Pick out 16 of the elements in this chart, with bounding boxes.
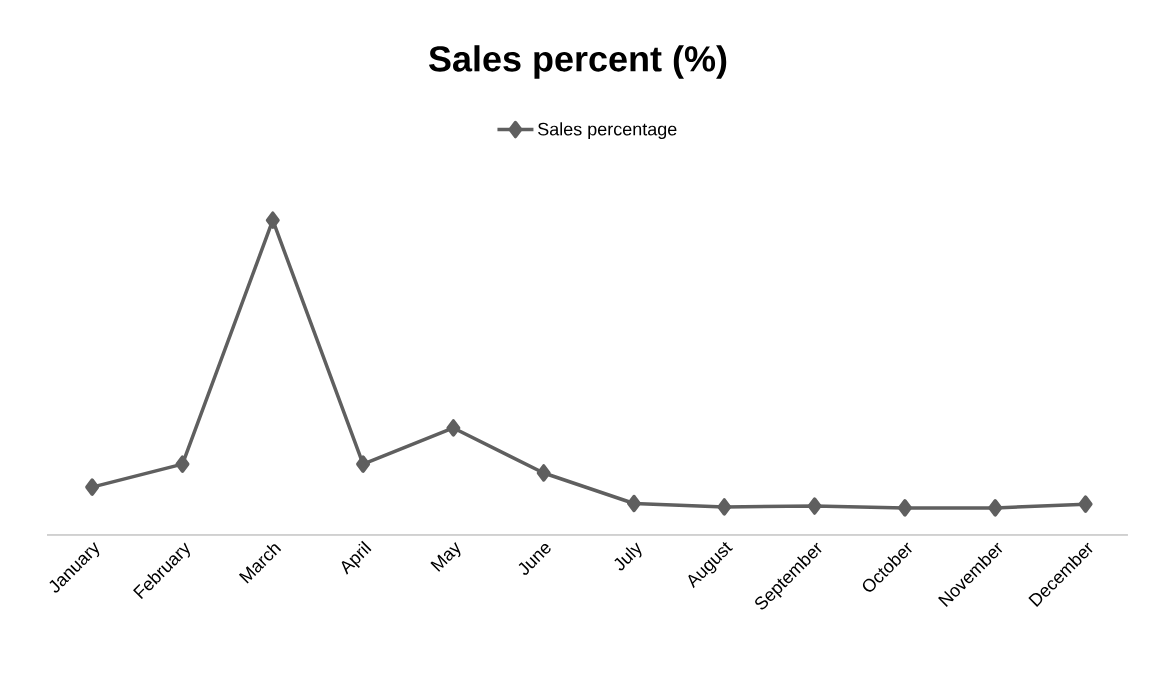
legend-label: Sales percentage bbox=[538, 122, 677, 140]
chart-title: Sales percent (%) bbox=[428, 45, 727, 79]
point bbox=[627, 494, 642, 513]
point bbox=[265, 211, 280, 229]
point bbox=[897, 499, 912, 517]
point bbox=[446, 419, 461, 437]
point bbox=[356, 455, 371, 473]
point bbox=[175, 455, 190, 473]
point bbox=[807, 497, 822, 515]
x-tick-label: May bbox=[430, 542, 461, 572]
point bbox=[717, 498, 732, 516]
point bbox=[1078, 495, 1093, 513]
x-tick-label: July bbox=[614, 542, 642, 571]
point bbox=[85, 478, 100, 496]
point bbox=[988, 499, 1003, 517]
point bbox=[536, 464, 551, 482]
